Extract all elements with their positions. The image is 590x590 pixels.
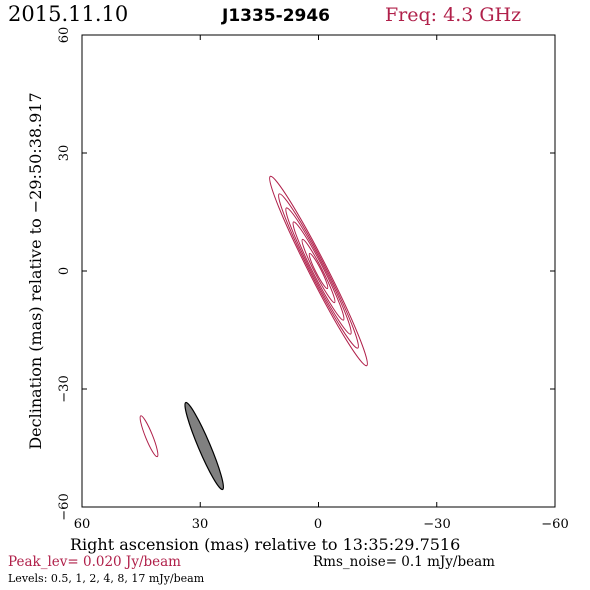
- observation-date: 2015.11.10: [8, 2, 128, 26]
- contour-line: [269, 175, 368, 367]
- x-tick-label: 30: [192, 517, 209, 532]
- x-tick-label: 0: [314, 517, 322, 532]
- x-tick-label: −60: [541, 517, 568, 532]
- contour-line: [292, 221, 345, 321]
- y-axis-label: Declination (mas) relative to −29:50:38.…: [26, 92, 45, 449]
- y-tick-label: −30: [57, 375, 72, 402]
- contour-line: [301, 238, 336, 304]
- contour-line: [308, 252, 329, 290]
- contour-line: [278, 193, 359, 349]
- contour-layer: [139, 175, 368, 458]
- y-tick-labels: −60 −30 0 30 60: [57, 27, 72, 521]
- x-tick-label: 60: [74, 517, 91, 532]
- y-tick-label: −60: [57, 493, 72, 520]
- beam-ellipse: [184, 401, 225, 491]
- y-tick-label: 0: [57, 267, 72, 275]
- x-tick-labels: 60 30 0 −30 −60: [74, 517, 569, 532]
- y-tick-label: 30: [57, 145, 72, 162]
- frequency-label: Freq: 4.3 GHz: [385, 4, 521, 26]
- contour-levels: Levels: 0.5, 1, 2, 4, 8, 17 mJy/beam: [8, 572, 205, 585]
- x-axis-label: Right ascension (mas) relative to 13:35:…: [70, 535, 460, 554]
- peak-level: Peak_lev= 0.020 Jy/beam: [8, 554, 181, 570]
- source-name: J1335-2946: [221, 6, 330, 26]
- x-tick-label: −30: [423, 517, 450, 532]
- axis-ticks: [81, 34, 556, 508]
- contour-line: [139, 415, 159, 458]
- rms-noise: Rms_noise= 0.1 mJy/beam: [313, 554, 495, 570]
- beam-layer: [184, 401, 225, 491]
- y-tick-label: 60: [57, 27, 72, 44]
- contour-line: [285, 207, 352, 335]
